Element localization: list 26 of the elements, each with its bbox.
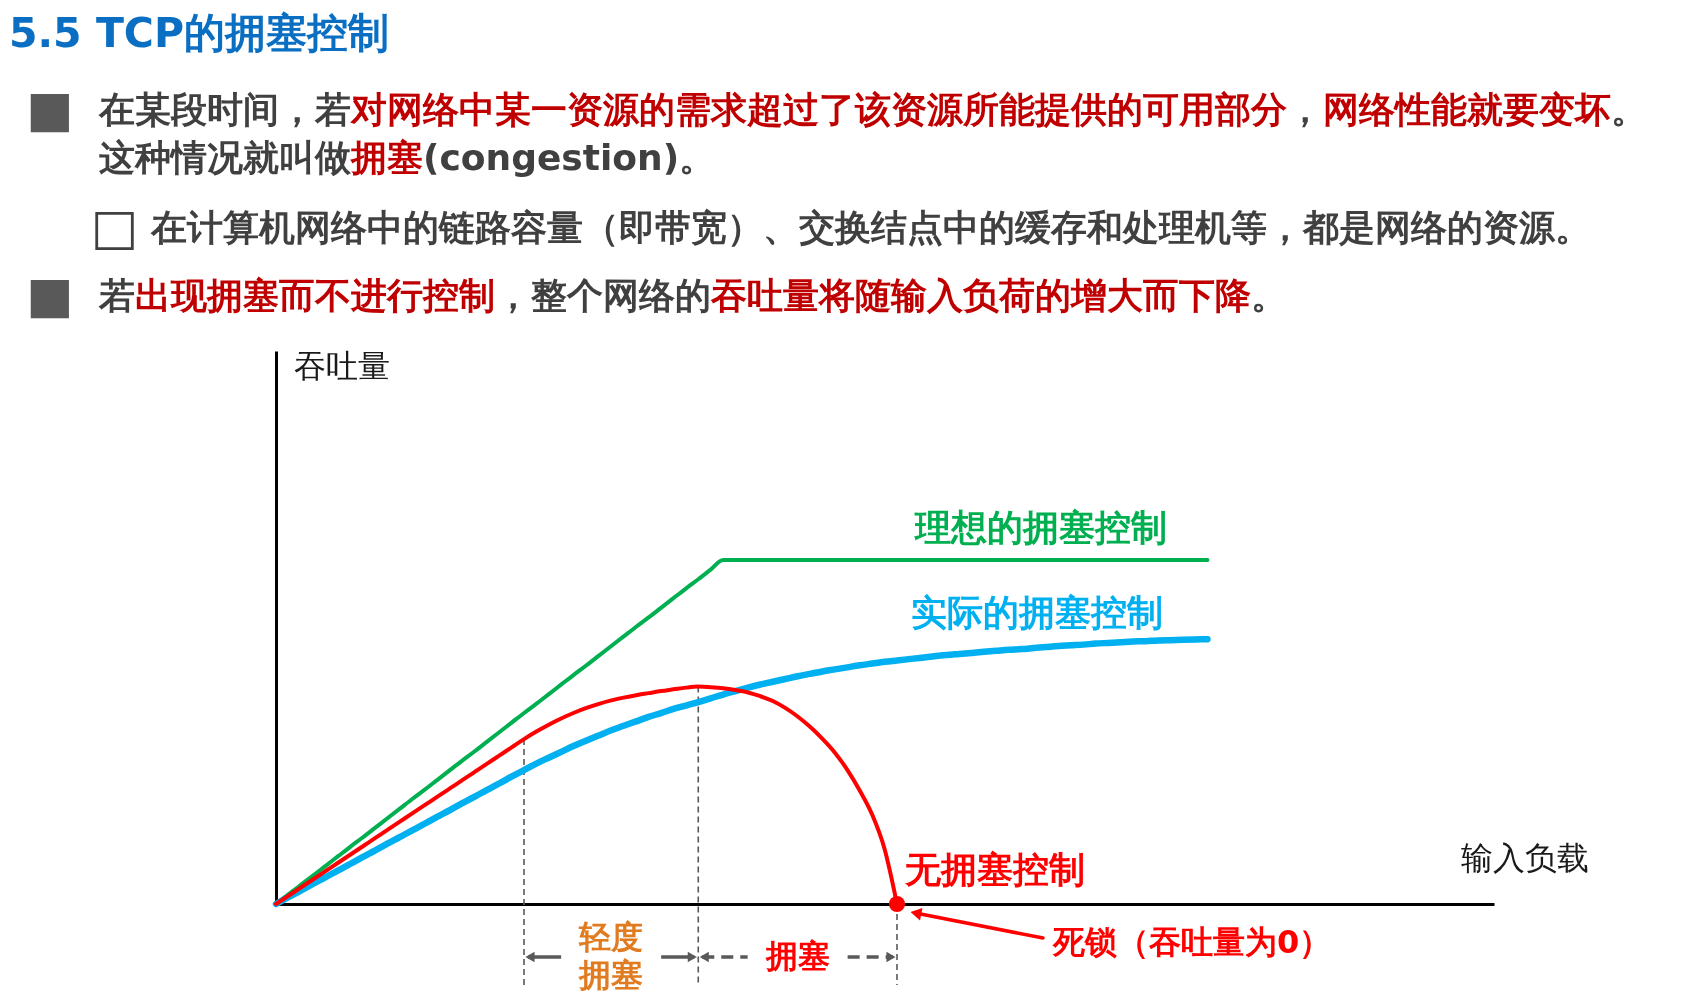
text: ，整个网络的 [495,275,711,316]
text: ， [1287,89,1323,130]
text: 。 [1611,89,1647,130]
text: ■ [25,80,74,138]
text: (congestion)。 [423,137,716,178]
text: 在某段时间，若 [98,89,351,130]
text: 若 [98,275,135,316]
text: 轻度拥塞 [578,918,644,994]
text: 对网络中某一资源的需求超过了该资源所能提供的可用部分 [350,89,1287,130]
text: 出现拥塞而不进行控制 [135,275,495,316]
text: 输入负载 [1461,839,1589,877]
series-label: 实际的拥塞控制 [911,592,1164,634]
series-label: 理想的拥塞控制 [914,507,1168,549]
text: □ [90,198,139,256]
text: 死锁（吞吐量为0） [1051,923,1332,961]
text: 这种情况就叫做 [99,137,352,178]
text: 网络性能就要变坏 [1323,89,1611,130]
text: 拥塞 [350,137,423,178]
text: 在计算机网络中的链路容量（即带宽）、交换结点中的缓存和处理机等，都是网络的资源。 [150,207,1591,248]
text: 拥塞 [764,937,830,975]
text: ■ [25,266,74,324]
text: 吞吐量将随输入负荷的增大而下降 [710,275,1251,316]
series-label: 无拥塞控制 [903,849,1085,890]
text: 。 [1251,275,1287,316]
text: 吞吐量 [294,347,390,385]
chart-title: 5.5 TCP的拥塞控制 [9,9,390,57]
